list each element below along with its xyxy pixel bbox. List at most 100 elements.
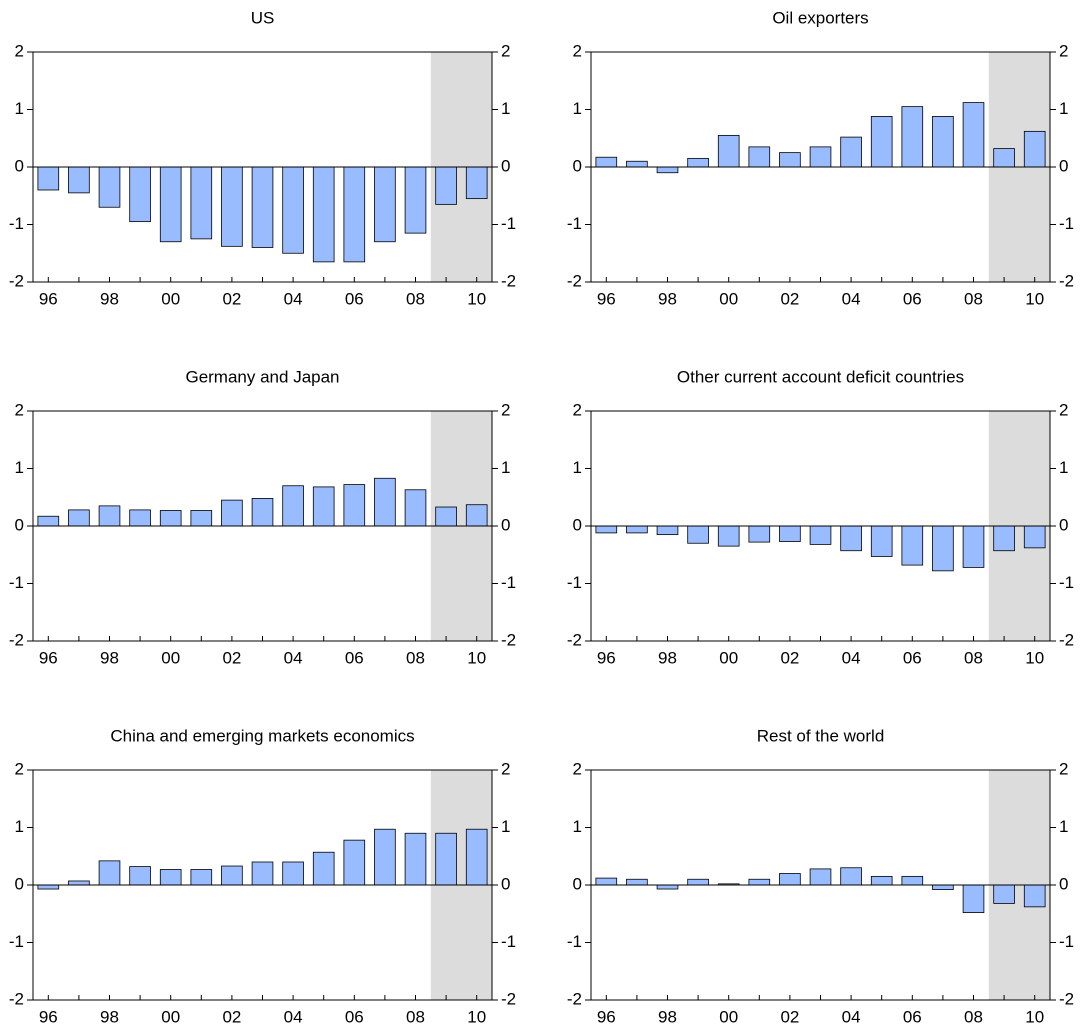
bar	[870, 875, 893, 886]
chart-title: US	[251, 8, 275, 27]
bar	[312, 851, 335, 886]
y-tick-label: 1	[573, 99, 582, 118]
x-tick-label: 06	[345, 289, 364, 308]
x-tick-label: 10	[467, 648, 486, 667]
x-tick-label: 10	[1025, 1007, 1044, 1026]
bar	[962, 102, 985, 168]
bar	[993, 525, 1015, 552]
y2-tick-label: 1	[1059, 817, 1068, 836]
bar	[870, 116, 893, 168]
bar	[870, 525, 893, 557]
bar	[282, 861, 304, 886]
chart-title: Germany and Japan	[185, 367, 339, 386]
bar	[932, 116, 954, 168]
x-tick-label: 10	[467, 1007, 486, 1026]
bar	[809, 146, 832, 168]
bar	[748, 878, 771, 886]
x-tick-label: 96	[39, 1007, 58, 1026]
x-tick-label: 10	[1025, 648, 1044, 667]
bar	[251, 497, 274, 527]
y2-tick-label: 1	[501, 99, 510, 118]
bar	[626, 878, 648, 886]
chart-title: Rest of the world	[757, 726, 885, 745]
x-tick-label: 08	[406, 289, 425, 308]
x-tick-label: 06	[345, 1007, 364, 1026]
y-tick-label: -1	[567, 932, 582, 951]
x-tick-label: 02	[780, 648, 799, 667]
y-tick-label: 0	[573, 874, 582, 893]
bar	[901, 875, 924, 886]
x-tick-label: 00	[719, 289, 738, 308]
y2-tick-label: -2	[501, 271, 516, 290]
y2-tick-label: 0	[1059, 515, 1068, 534]
bar	[190, 510, 213, 527]
y-tick-label: -1	[9, 214, 24, 233]
bar	[687, 525, 709, 544]
bar	[435, 832, 457, 886]
y-tick-label: 2	[15, 759, 24, 778]
x-tick-label: 96	[597, 289, 616, 308]
x-tick-label: 00	[719, 648, 738, 667]
bar	[312, 166, 335, 263]
y2-tick-label: -1	[1059, 932, 1074, 951]
bar	[251, 861, 274, 886]
bar	[282, 166, 304, 254]
x-tick-label: 06	[903, 648, 922, 667]
bar	[221, 499, 243, 527]
bar	[465, 166, 488, 200]
x-tick-label: 96	[39, 289, 58, 308]
x-tick-label: 04	[842, 289, 861, 308]
bar	[98, 166, 121, 208]
bar	[312, 486, 335, 527]
x-tick-label: 02	[780, 1007, 799, 1026]
bar	[1023, 884, 1046, 908]
x-tick-label: 10	[467, 289, 486, 308]
bar	[190, 869, 213, 886]
y2-tick-label: -2	[1059, 989, 1074, 1008]
y-tick-label: -1	[9, 932, 24, 951]
y2-tick-label: 2	[501, 41, 510, 60]
bar	[465, 828, 488, 886]
bar	[343, 484, 366, 527]
y2-tick-label: 1	[1059, 99, 1068, 118]
y2-tick-label: -1	[1059, 214, 1074, 233]
bar	[465, 504, 488, 527]
y2-tick-label: 0	[501, 156, 510, 175]
y-tick-label: -1	[9, 573, 24, 592]
x-tick-label: 06	[903, 289, 922, 308]
x-tick-label: 08	[406, 648, 425, 667]
y-tick-label: 2	[15, 400, 24, 419]
y2-tick-label: 0	[501, 874, 510, 893]
bar	[717, 525, 740, 547]
x-tick-label: 98	[100, 1007, 119, 1026]
y2-tick-label: 2	[501, 759, 510, 778]
bar	[374, 166, 396, 243]
bar	[901, 106, 924, 168]
x-tick-label: 00	[161, 648, 180, 667]
y-tick-label: 1	[15, 817, 24, 836]
bar	[221, 166, 243, 247]
bar	[656, 884, 679, 890]
y2-tick-label: -1	[1059, 573, 1074, 592]
y2-tick-label: 2	[1059, 759, 1068, 778]
bar	[159, 510, 182, 527]
bar	[932, 884, 954, 890]
bar	[343, 839, 366, 886]
x-tick-label: 08	[406, 1007, 425, 1026]
bar	[779, 873, 801, 886]
bar	[68, 509, 90, 527]
y-tick-label: 1	[15, 99, 24, 118]
x-tick-label: 08	[964, 1007, 983, 1026]
bar	[129, 866, 151, 886]
y2-tick-label: 0	[1059, 156, 1068, 175]
x-tick-label: 06	[345, 648, 364, 667]
y2-tick-label: -2	[1059, 271, 1074, 290]
x-tick-label: 00	[161, 289, 180, 308]
y2-tick-label: 2	[1059, 400, 1068, 419]
plot-frame	[590, 769, 1051, 1001]
y-tick-label: -2	[567, 271, 582, 290]
bar	[595, 156, 618, 168]
bar	[962, 884, 985, 914]
y-tick-label: 2	[573, 400, 582, 419]
